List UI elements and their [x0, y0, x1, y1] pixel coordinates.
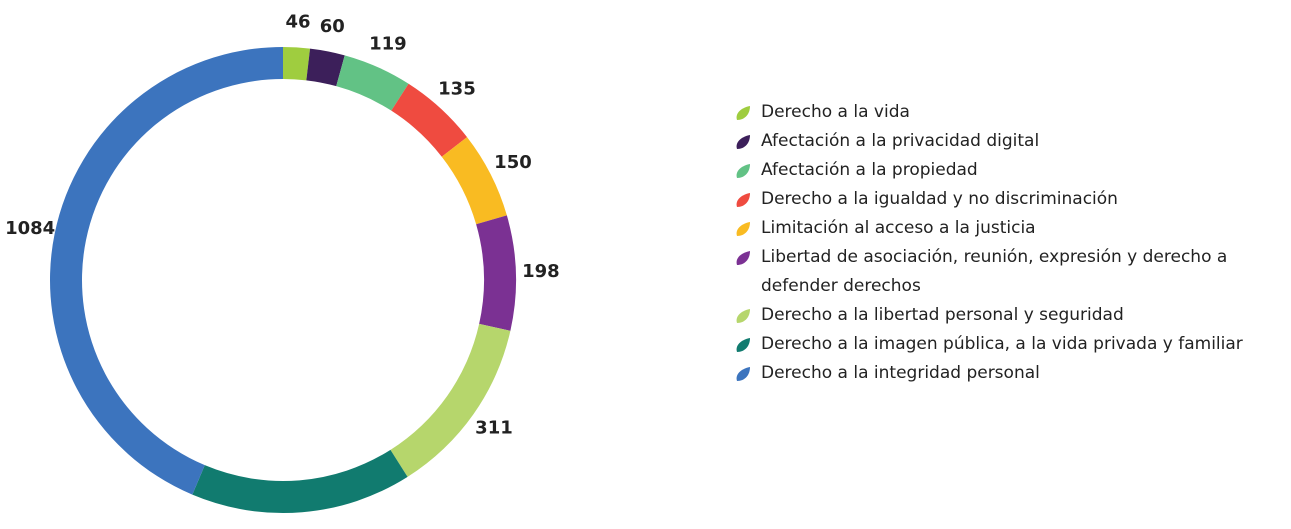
- donut-chart: 46 60 119 135 150 198 311 381 1084: [5, 11, 560, 529]
- legend-icon: [736, 309, 750, 323]
- legend-icon: [736, 367, 750, 381]
- legend-icon: [736, 164, 750, 178]
- data-label: 311: [475, 418, 513, 439]
- donut-segment: [50, 47, 283, 495]
- legend-item: Libertad de asociación, reunión, expresi…: [735, 243, 1280, 301]
- legend-label: Libertad de asociación, reunión, expresi…: [761, 247, 1228, 296]
- donut-segment: [192, 449, 408, 513]
- legend-label: Derecho a la libertad personal y segurid…: [761, 305, 1124, 325]
- legend-item: Limitación al acceso a la justicia: [735, 214, 1280, 243]
- legend: Derecho a la vida Afectación a la privaci…: [735, 98, 1280, 388]
- donut-segment: [390, 323, 511, 477]
- legend-icon: [736, 193, 750, 207]
- legend-label: Derecho a la vida: [761, 102, 910, 122]
- data-label: 135: [438, 78, 476, 99]
- data-label: 1084: [5, 218, 55, 239]
- data-label: 198: [522, 261, 560, 282]
- leaf: [736, 367, 750, 381]
- donut-segment: [283, 47, 311, 81]
- leaf: [736, 222, 750, 236]
- donut-segment: [476, 215, 516, 331]
- leaf: [736, 164, 750, 178]
- legend-icon: [736, 106, 750, 120]
- legend-item: Afectación a la privacidad digital: [735, 127, 1280, 156]
- data-label: 46: [285, 11, 310, 32]
- leaf: [736, 338, 750, 352]
- donut-segment: [306, 48, 345, 87]
- legend-label: Afectación a la privacidad digital: [761, 131, 1040, 151]
- donut-segment: [391, 83, 468, 157]
- donut-segment: [336, 55, 409, 111]
- data-label: 150: [494, 152, 532, 173]
- legend-item: Derecho a la imagen pública, a la vida p…: [735, 330, 1280, 359]
- leaf: [736, 309, 750, 323]
- legend-item: Derecho a la integridad personal: [735, 359, 1280, 388]
- donut-segment: [441, 137, 507, 225]
- data-label: 60: [320, 16, 345, 37]
- leaf: [736, 106, 750, 120]
- legend-icon: [736, 222, 750, 236]
- legend-label: Afectación a la propiedad: [761, 160, 978, 180]
- legend-icon: [736, 135, 750, 149]
- legend-item: Afectación a la propiedad: [735, 156, 1280, 185]
- legend-label: Derecho a la integridad personal: [761, 363, 1040, 383]
- legend-label: Derecho a la imagen pública, a la vida p…: [761, 334, 1243, 354]
- legend-label: Limitación al acceso a la justicia: [761, 218, 1036, 238]
- legend-item: Derecho a la vida: [735, 98, 1280, 127]
- legend-item: Derecho a la igualdad y no discriminació…: [735, 185, 1280, 214]
- data-label: 381: [285, 526, 323, 529]
- legend-item: Derecho a la libertad personal y segurid…: [735, 301, 1280, 330]
- data-label: 119: [369, 33, 407, 54]
- legend-icon: [736, 338, 750, 352]
- leaf: [736, 193, 750, 207]
- legend-label: Derecho a la igualdad y no discriminació…: [761, 189, 1118, 209]
- leaf: [736, 135, 750, 149]
- legend-icon: [736, 251, 750, 265]
- leaf: [736, 251, 750, 265]
